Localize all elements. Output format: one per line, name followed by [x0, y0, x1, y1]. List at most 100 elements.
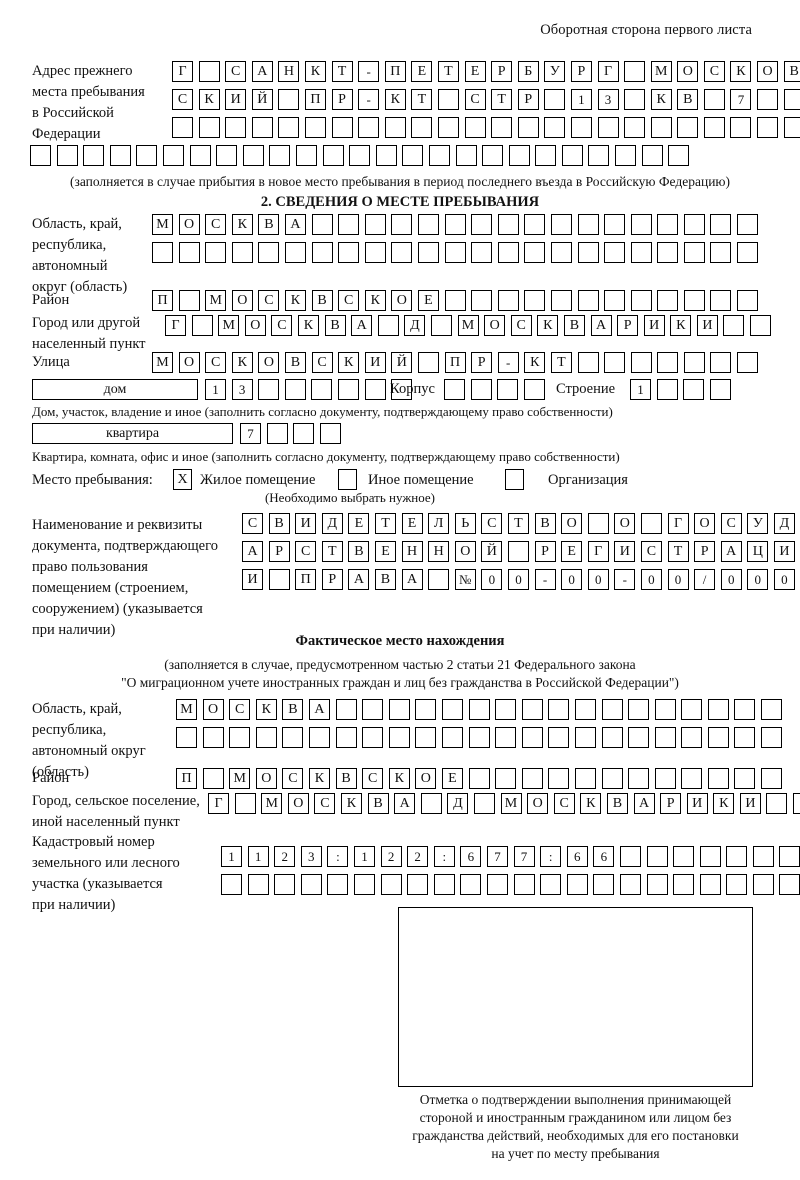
char-cell[interactable]: С — [225, 61, 247, 82]
char-cell[interactable] — [535, 145, 557, 166]
char-cell[interactable]: О — [391, 290, 413, 311]
char-cell[interactable]: Й — [251, 89, 273, 110]
char-cell[interactable]: К — [231, 352, 253, 373]
char-cell[interactable] — [83, 145, 105, 166]
char-cell[interactable] — [628, 768, 650, 789]
char-cell[interactable] — [752, 874, 774, 895]
char-cell[interactable] — [656, 379, 678, 400]
checkbox-zhiloe-pomeshchenie[interactable]: X — [173, 469, 192, 490]
char-cell[interactable] — [491, 117, 513, 138]
char-cell[interactable] — [677, 117, 699, 138]
char-cell[interactable]: О — [757, 61, 779, 82]
char-cell[interactable] — [471, 214, 493, 235]
char-cell[interactable] — [319, 423, 341, 444]
char-cell[interactable] — [338, 242, 360, 263]
char-cell[interactable] — [198, 61, 220, 82]
char-cell[interactable]: О — [677, 61, 699, 82]
char-cell[interactable] — [234, 793, 256, 814]
char-cell[interactable]: Д — [321, 513, 343, 534]
char-cell[interactable]: М — [261, 793, 283, 814]
char-cell[interactable]: 2 — [274, 846, 296, 867]
char-cell[interactable] — [710, 290, 732, 311]
char-cell[interactable] — [521, 699, 543, 720]
char-cell[interactable]: Т — [374, 513, 396, 534]
char-cell[interactable] — [497, 242, 519, 263]
char-cell[interactable] — [258, 379, 280, 400]
char-cell[interactable]: С — [362, 768, 384, 789]
char-cell[interactable]: А — [633, 793, 655, 814]
char-cell[interactable] — [783, 117, 800, 138]
char-cell[interactable]: Е — [417, 290, 439, 311]
char-cell[interactable]: П — [152, 290, 173, 311]
char-cell[interactable] — [311, 214, 333, 235]
char-cell[interactable] — [550, 290, 572, 311]
char-cell[interactable] — [561, 145, 583, 166]
char-cell[interactable] — [415, 727, 437, 748]
char-cell[interactable]: С — [258, 290, 280, 311]
char-cell[interactable]: Г — [165, 315, 186, 336]
char-cell[interactable] — [737, 352, 759, 373]
char-cell[interactable] — [497, 379, 519, 400]
char-cell[interactable] — [30, 145, 51, 166]
char-cell[interactable]: О — [258, 352, 280, 373]
char-cell[interactable]: Р — [491, 61, 513, 82]
char-cell[interactable] — [437, 117, 459, 138]
char-cell[interactable]: Р — [268, 541, 290, 562]
char-cell[interactable]: С — [282, 768, 304, 789]
char-cell[interactable]: Б — [517, 61, 539, 82]
char-cell[interactable]: О — [231, 290, 253, 311]
char-cell[interactable] — [624, 89, 646, 110]
char-cell[interactable]: С — [242, 513, 263, 534]
char-cell[interactable] — [495, 727, 517, 748]
char-cell[interactable]: В — [367, 793, 389, 814]
prev-address-row-3[interactable] — [172, 117, 800, 138]
char-cell[interactable]: Т — [411, 89, 433, 110]
char-cell[interactable] — [628, 699, 650, 720]
char-cell[interactable]: У — [747, 513, 769, 534]
char-cell[interactable] — [699, 846, 721, 867]
char-cell[interactable] — [497, 214, 519, 235]
char-cell[interactable] — [258, 242, 280, 263]
char-cell[interactable]: К — [340, 793, 362, 814]
char-cell[interactable]: К — [338, 352, 360, 373]
char-cell[interactable]: 6 — [566, 846, 588, 867]
char-cell[interactable]: С — [271, 315, 293, 336]
char-cell[interactable] — [550, 242, 572, 263]
char-cell[interactable] — [189, 145, 211, 166]
char-cell[interactable] — [726, 874, 748, 895]
char-cell[interactable]: Р — [331, 89, 353, 110]
char-cell[interactable]: / — [694, 569, 716, 590]
char-cell[interactable] — [793, 793, 800, 814]
char-cell[interactable]: А — [251, 61, 273, 82]
char-cell[interactable] — [468, 727, 490, 748]
char-cell[interactable] — [544, 117, 566, 138]
char-cell[interactable] — [337, 379, 359, 400]
korpus-cells[interactable] — [444, 379, 545, 400]
char-cell[interactable]: 6 — [460, 846, 482, 867]
char-cell[interactable] — [282, 727, 304, 748]
char-cell[interactable]: И — [364, 352, 386, 373]
char-cell[interactable] — [377, 315, 399, 336]
char-cell[interactable]: Г — [208, 793, 229, 814]
char-cell[interactable] — [470, 379, 492, 400]
char-cell[interactable] — [304, 117, 326, 138]
section2-region-row-2[interactable] — [152, 242, 759, 263]
char-cell[interactable] — [654, 699, 676, 720]
char-cell[interactable]: П — [384, 61, 406, 82]
char-cell[interactable]: В — [534, 513, 556, 534]
char-cell[interactable] — [444, 379, 465, 400]
char-cell[interactable] — [311, 242, 333, 263]
char-cell[interactable] — [391, 379, 413, 400]
char-cell[interactable] — [415, 699, 437, 720]
char-cell[interactable] — [136, 145, 158, 166]
char-cell[interactable] — [375, 145, 397, 166]
char-cell[interactable]: Р — [517, 89, 539, 110]
char-cell[interactable] — [737, 290, 759, 311]
char-cell[interactable]: 3 — [300, 846, 322, 867]
char-cell[interactable] — [266, 423, 288, 444]
